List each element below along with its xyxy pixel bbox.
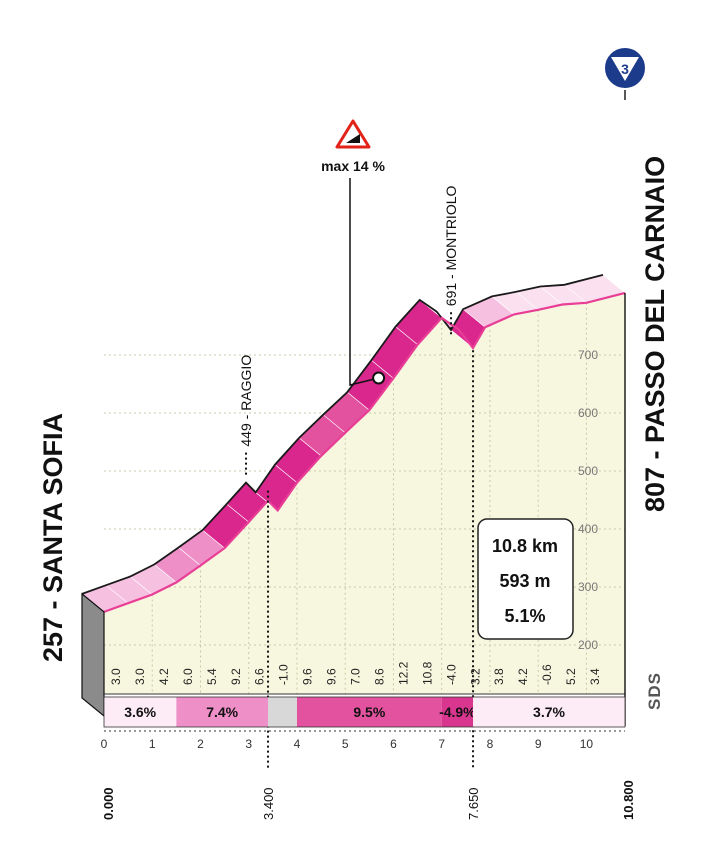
elev-tick-200: 200 [578,638,598,652]
max-gradient-pointer [349,178,379,386]
km-tick-5: 5 [342,737,349,751]
profile-back-edge [81,274,604,595]
start-km: 0.000 [101,787,116,820]
segment-bar-5 [473,697,625,727]
km-tick-10: 10 [580,737,594,751]
km-gradient-14: -4.0 [444,664,458,685]
category-triangle-icon [611,57,639,81]
start-block [81,592,105,718]
segment-gradient-4: -4.9% [439,704,476,720]
km-tick-0: 0 [101,737,108,751]
summary-avg-gradient: 5.1% [504,606,545,626]
km-gradient-15: 3.2 [468,668,482,685]
km-gradient-9: 9.6 [325,668,339,685]
segment-gradient-0: 3.6% [124,704,156,720]
summary-box [477,518,574,640]
km-tick-9: 9 [535,737,542,751]
sds-logo: SDS [645,672,664,710]
elev-tick-500: 500 [578,464,598,478]
summary-gain: 593 m [499,571,550,591]
start-label: 257 - SANTA SOFIA [38,413,68,662]
segment-bar-4 [441,697,474,727]
segment-gradient-1: 7.4% [206,704,238,720]
km-gradient-5: 9.2 [229,668,243,685]
km-gradient-17: 4.2 [516,668,530,685]
waypoint-label-1: 691 - MONTRIOLO [443,186,459,307]
km-gradient-18: -0.6 [540,664,554,685]
km-gradient-8: 9.6 [301,668,315,685]
elev-tick-600: 600 [578,406,598,420]
finish-km: 10.800 [621,780,636,820]
km-tick-4: 4 [294,737,301,751]
km-tick-1: 1 [149,737,156,751]
km-gradient-10: 7.0 [349,668,363,685]
km-gradient-13: 10.8 [420,661,434,685]
segment-bar-1 [176,697,269,727]
elev-tick-700: 700 [578,348,598,362]
km-tick-2: 2 [197,737,204,751]
waypoint-km-0: 3.400 [261,787,276,820]
elev-tick-300: 300 [578,580,598,594]
max-gradient-dot [372,371,386,385]
summary-distance: 10.8 km [492,536,558,556]
segment-gradient-5: 3.7% [533,704,565,720]
segment-bar-0 [104,697,177,727]
km-gradient-0: 3.0 [109,668,123,685]
profile-line [103,291,626,613]
km-gradient-16: 3.8 [492,668,506,685]
segment-gradient-3: 9.5% [353,704,385,720]
slope-glyph-icon [346,134,360,143]
km-tick-8: 8 [487,737,494,751]
segment-bar-2 [268,697,297,727]
km-tick-3: 3 [245,737,252,751]
waypoint-km-1: 7.650 [466,787,481,820]
km-gradient-6: 6.6 [253,668,267,685]
max-gradient-warning-icon [335,119,371,149]
max-gradient-label: max 14 % [321,158,385,174]
km-tick-7: 7 [438,737,445,751]
km-tick-6: 6 [390,737,397,751]
km-gradient-3: 6.0 [181,668,195,685]
waypoint-label-0: 449 - RAGGIO [238,355,254,447]
km-gradient-4: 5.4 [205,668,219,685]
km-gradient-2: 4.2 [157,668,171,685]
km-gradient-19: 5.2 [564,668,578,685]
segment-bar-3 [296,697,442,727]
category-badge-label: 3 [621,61,629,77]
segment-bar-frame [103,696,626,728]
km-gradient-20: 3.4 [588,668,602,685]
km-gradient-7: -1.0 [277,664,291,685]
km-gradient-1: 3.0 [133,668,147,685]
km-gradient-11: 8.6 [372,668,386,685]
elev-tick-400: 400 [578,522,598,536]
km-gradient-12: 12.2 [396,661,410,685]
finish-label: 807 - PASSO DEL CARNAIO [640,156,670,512]
